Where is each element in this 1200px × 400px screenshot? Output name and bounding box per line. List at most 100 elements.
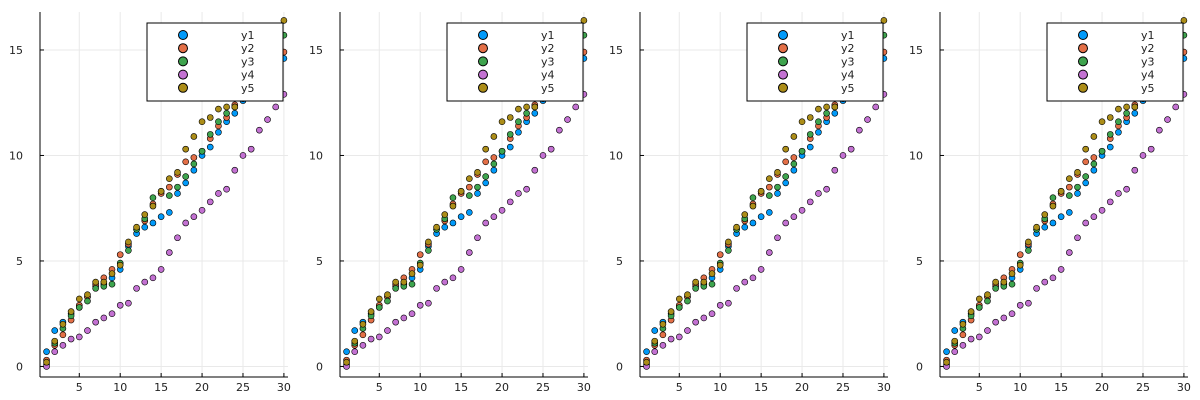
data-point-y4 xyxy=(984,327,991,334)
legend-marker-y2 xyxy=(478,43,488,54)
y-tick-label: 10 xyxy=(9,149,23,162)
data-point-y3 xyxy=(975,304,983,311)
data-point-y4 xyxy=(433,285,440,292)
data-point-y5 xyxy=(749,202,757,210)
data-point-y3 xyxy=(790,160,798,168)
legend-label-y3: y3 xyxy=(541,55,555,68)
data-point-y3 xyxy=(1098,147,1106,155)
data-point-y4 xyxy=(856,126,863,134)
data-point-y4 xyxy=(806,198,814,206)
legend-marker-y3 xyxy=(478,56,488,67)
data-point-y3 xyxy=(506,131,514,138)
data-point-y5 xyxy=(815,105,822,113)
data-point-y3 xyxy=(206,131,214,138)
data-point-y4 xyxy=(572,103,580,111)
data-point-y5 xyxy=(116,261,124,269)
y-tick-label: 0 xyxy=(616,360,623,373)
data-point-y5 xyxy=(125,238,132,246)
data-point-y3 xyxy=(766,192,773,199)
legend-label-y5: y5 xyxy=(1141,82,1155,95)
data-point-y1 xyxy=(1090,166,1098,174)
data-point-y3 xyxy=(149,194,157,201)
data-point-y2 xyxy=(466,183,473,191)
legend-marker-y5 xyxy=(478,82,488,93)
data-point-y4 xyxy=(708,310,716,318)
data-point-y3 xyxy=(806,131,814,138)
legend-label-y5: y5 xyxy=(241,82,255,95)
legend-label-y1: y1 xyxy=(541,29,555,42)
data-point-y5 xyxy=(975,295,983,303)
data-point-y4 xyxy=(116,301,124,309)
data-point-y5 xyxy=(580,17,588,24)
legend-marker-y4 xyxy=(178,69,188,80)
data-point-y5 xyxy=(1066,175,1073,182)
data-point-y4 xyxy=(59,342,67,349)
legend-label-y2: y2 xyxy=(841,42,855,55)
data-point-y4 xyxy=(847,145,855,153)
data-point-y4 xyxy=(149,274,157,282)
data-point-y5 xyxy=(515,105,522,113)
data-point-y4 xyxy=(716,301,724,309)
data-point-y4 xyxy=(425,299,432,307)
data-point-y5 xyxy=(880,17,888,24)
data-point-y4 xyxy=(556,126,563,134)
data-point-y4 xyxy=(174,234,181,242)
data-point-y4 xyxy=(166,249,173,256)
legend-box xyxy=(1046,22,1184,102)
data-point-y5 xyxy=(190,133,198,140)
x-tick-label: 25 xyxy=(236,381,250,394)
data-point-y4 xyxy=(1106,198,1114,206)
data-point-y4 xyxy=(675,333,683,341)
data-point-y4 xyxy=(416,301,424,309)
data-point-y5 xyxy=(206,114,214,121)
y-tick-label: 0 xyxy=(316,360,323,373)
data-point-y5 xyxy=(1033,223,1040,231)
data-point-y5 xyxy=(1074,169,1081,176)
legend-marker-y1 xyxy=(478,30,488,40)
data-point-y3 xyxy=(725,247,732,254)
data-point-y5 xyxy=(757,188,765,195)
data-point-y4 xyxy=(531,166,539,174)
data-point-y3 xyxy=(190,160,198,168)
y-tick-label: 10 xyxy=(609,149,623,162)
data-point-y5 xyxy=(43,358,50,366)
data-point-y1 xyxy=(943,348,950,355)
data-point-y1 xyxy=(643,348,650,355)
data-point-y4 xyxy=(1016,301,1024,309)
data-point-y1 xyxy=(174,190,181,197)
data-point-y4 xyxy=(1123,185,1130,193)
legend-marker-y5 xyxy=(778,82,788,93)
data-point-y5 xyxy=(157,188,165,195)
data-point-y3 xyxy=(823,109,830,117)
data-point-y4 xyxy=(231,166,239,174)
data-point-y5 xyxy=(466,175,473,182)
data-point-y2 xyxy=(766,183,773,191)
data-point-y5 xyxy=(359,320,367,328)
data-point-y3 xyxy=(182,173,189,180)
data-point-y1 xyxy=(1057,213,1065,220)
data-point-y5 xyxy=(108,270,116,277)
data-point-y2 xyxy=(716,251,724,258)
data-point-y5 xyxy=(782,145,789,153)
data-point-y5 xyxy=(416,261,424,269)
data-point-y4 xyxy=(564,116,571,123)
data-point-y3 xyxy=(1090,160,1098,168)
data-point-y5 xyxy=(725,238,732,246)
data-point-y1 xyxy=(951,327,959,334)
data-point-y5 xyxy=(733,223,740,231)
data-point-y3 xyxy=(1066,192,1073,199)
legend-marker-y3 xyxy=(178,56,188,67)
data-point-y5 xyxy=(790,133,798,140)
data-point-y4 xyxy=(1049,274,1057,282)
data-point-y4 xyxy=(351,348,359,355)
data-point-y3 xyxy=(984,297,991,305)
data-point-y4 xyxy=(482,219,489,227)
data-point-y1 xyxy=(1082,179,1089,187)
data-point-y3 xyxy=(692,285,699,292)
data-point-y1 xyxy=(466,209,473,216)
data-point-y5 xyxy=(280,17,288,24)
data-point-y5 xyxy=(823,103,830,111)
data-point-y1 xyxy=(231,109,239,117)
